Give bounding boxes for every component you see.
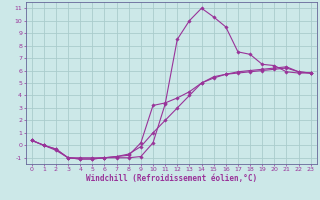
X-axis label: Windchill (Refroidissement éolien,°C): Windchill (Refroidissement éolien,°C): [86, 174, 257, 183]
